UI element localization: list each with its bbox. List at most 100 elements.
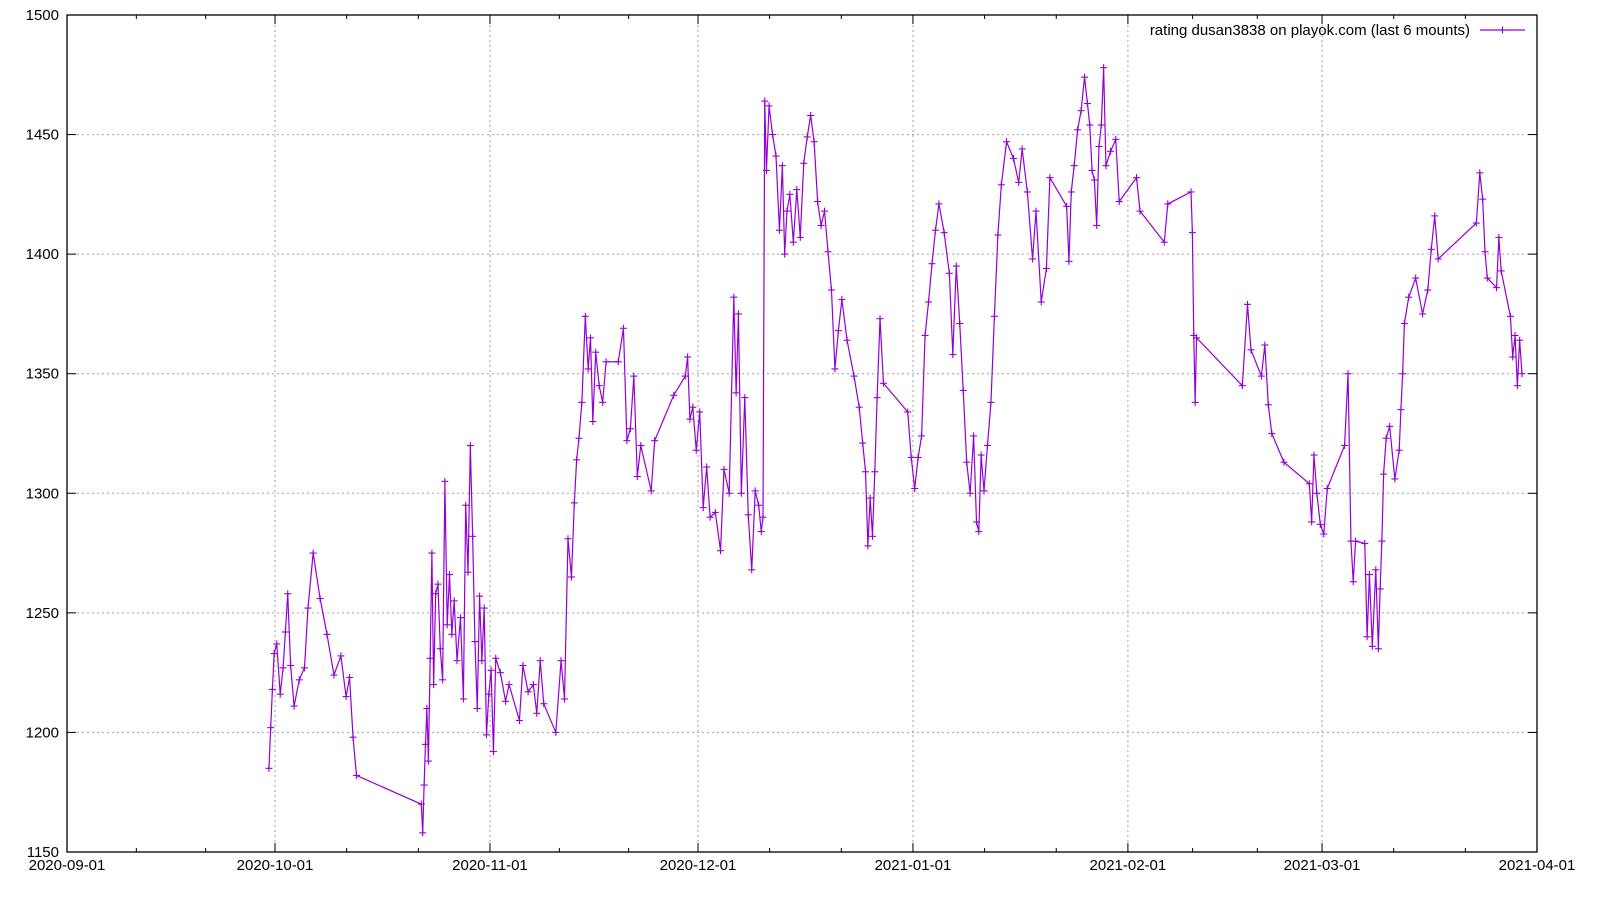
data-point (290, 702, 298, 710)
x-tick-label: 2020-11-01 (452, 857, 528, 874)
data-point (859, 439, 867, 447)
data-point (478, 657, 486, 665)
data-point (684, 353, 692, 361)
data-point (1107, 147, 1115, 155)
data-point (1164, 200, 1172, 208)
data-point (866, 494, 874, 502)
data-point (973, 518, 981, 526)
x-tick-label: 2020-10-01 (237, 857, 314, 874)
data-point (1160, 238, 1168, 246)
data-point (850, 372, 858, 380)
data-point (276, 690, 284, 698)
data-point (761, 97, 769, 105)
data-point (1368, 642, 1376, 650)
data-point (692, 446, 700, 454)
data-point (471, 638, 479, 646)
data-point (1361, 540, 1369, 548)
data-point (446, 571, 454, 579)
data-point (940, 229, 948, 237)
data-point (696, 408, 704, 416)
x-tick-label: 2020-12-01 (660, 857, 737, 874)
data-point (584, 365, 592, 373)
data-point (1257, 372, 1265, 380)
data-point (1191, 398, 1199, 406)
data-point (831, 365, 839, 373)
data-point (928, 260, 936, 268)
data-point (873, 394, 881, 402)
data-point (1434, 255, 1442, 263)
data-point (810, 138, 818, 146)
data-point (1472, 219, 1480, 227)
data-point (436, 645, 444, 653)
data-point (1397, 406, 1405, 414)
data-point (778, 162, 786, 170)
data-point (421, 740, 429, 748)
data-point (519, 661, 527, 669)
y-tick-label: 1150 (27, 844, 59, 861)
data-point (1427, 245, 1435, 253)
data-point (561, 695, 569, 703)
data-point (552, 728, 560, 736)
data-point (1015, 178, 1023, 186)
data-point (1081, 73, 1089, 81)
data-point (871, 468, 879, 476)
data-point (466, 441, 474, 449)
data-point (1479, 195, 1487, 203)
data-point (279, 664, 287, 672)
data-point (925, 298, 933, 306)
data-point (342, 693, 350, 701)
data-point (725, 489, 733, 497)
data-point (686, 415, 694, 423)
data-point (956, 319, 964, 327)
data-point (267, 724, 275, 732)
data-point (1065, 257, 1073, 265)
data-point (1083, 99, 1091, 107)
x-tick-label: 2020-09-01 (29, 857, 106, 874)
data-point (473, 705, 481, 713)
data-point (464, 568, 472, 576)
data-point (748, 566, 756, 574)
data-point (626, 425, 634, 433)
data-point (751, 487, 759, 495)
data-point (862, 468, 870, 476)
data-point (838, 296, 846, 304)
data-point (670, 391, 678, 399)
data-point (570, 499, 578, 507)
data-point (496, 669, 504, 677)
data-point (1305, 480, 1313, 488)
data-point (732, 389, 740, 397)
data-point (744, 511, 752, 519)
data-point (945, 269, 953, 277)
data-point (1386, 422, 1394, 430)
data-point (699, 504, 707, 512)
data-point (918, 432, 926, 440)
data-point (980, 487, 988, 495)
data-point (316, 595, 324, 603)
data-point (741, 394, 749, 402)
data-point (793, 186, 801, 194)
data-point (970, 432, 978, 440)
data-point (614, 358, 622, 366)
data-point (1349, 578, 1357, 586)
data-point (1378, 537, 1386, 545)
data-point (681, 372, 689, 380)
data-point (1193, 334, 1201, 342)
data-point (824, 248, 832, 256)
data-point (1100, 64, 1108, 72)
data-point (536, 657, 544, 665)
data-point (480, 604, 488, 612)
data-point (1188, 229, 1196, 237)
data-point (1400, 319, 1408, 327)
data-point (1023, 188, 1031, 196)
data-point (453, 657, 461, 665)
data-point (424, 757, 432, 765)
data-point (1086, 121, 1094, 129)
data-point (487, 666, 495, 674)
data-point (786, 190, 794, 198)
data-point (300, 664, 308, 672)
data-point (489, 748, 497, 756)
data-point (1493, 284, 1501, 292)
data-point (265, 764, 273, 772)
data-point (1067, 188, 1075, 196)
